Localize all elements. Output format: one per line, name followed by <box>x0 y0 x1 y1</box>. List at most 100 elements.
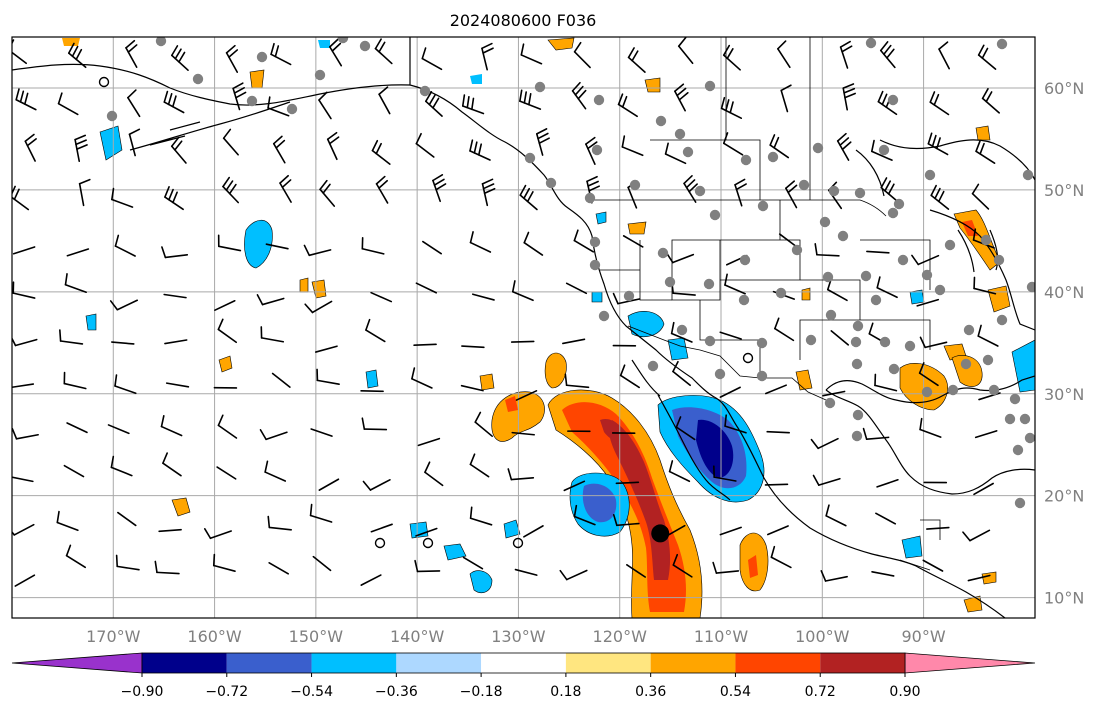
station-dot <box>657 247 669 259</box>
wind-barb <box>164 186 184 211</box>
map-frame <box>11 36 1036 619</box>
wind-barb <box>481 178 496 207</box>
wind-barb <box>720 96 743 120</box>
wind-barb <box>78 178 91 207</box>
wind-barb <box>309 503 333 523</box>
station-dot <box>887 207 899 219</box>
wind-barb <box>12 476 34 483</box>
wind-barb <box>63 371 87 390</box>
station-dot <box>963 324 975 336</box>
wind-barb <box>111 187 134 208</box>
wind-barb <box>371 139 391 165</box>
wind-barb <box>414 559 441 573</box>
colorbar-extend-high <box>904 652 1036 674</box>
station-dot <box>756 337 768 349</box>
wind-barb <box>675 416 696 441</box>
station-dot <box>791 244 803 256</box>
wind-barb <box>15 88 37 111</box>
wind-barb <box>170 136 187 164</box>
wind-barb <box>413 343 437 346</box>
wind-barb <box>929 91 950 116</box>
station-dot <box>798 179 810 191</box>
colorbar-segment <box>565 653 651 673</box>
colorbar-tick-label: −0.72 <box>205 684 248 700</box>
wind-barb <box>411 367 433 389</box>
station-dot <box>822 271 834 283</box>
wind-barb <box>222 176 240 204</box>
station-dot <box>694 185 706 197</box>
lat-tick-label: 10°N <box>1044 589 1084 608</box>
station-dot <box>709 209 721 221</box>
wind-barb <box>12 427 39 440</box>
wind-barb <box>973 482 994 496</box>
wind-barb <box>916 298 940 307</box>
station-dot <box>534 81 546 93</box>
wind-barb <box>565 282 588 295</box>
wind-barb <box>469 506 493 526</box>
wind-barb <box>217 318 238 344</box>
station-dot <box>337 37 349 44</box>
station-dot <box>359 40 371 52</box>
colorbar-tick-label: 0.54 <box>720 684 751 700</box>
wind-barb <box>362 478 391 491</box>
wind-barb <box>161 246 189 259</box>
colorbar-tick-label: −0.18 <box>460 684 503 700</box>
station-dot <box>944 239 956 251</box>
wind-barb <box>971 183 990 210</box>
wind-barb <box>370 291 393 303</box>
colorbar-segment <box>142 653 227 673</box>
wind-barb <box>12 281 36 299</box>
station-dot <box>852 320 864 332</box>
wind-barb <box>810 437 839 450</box>
colorbar-tick-label: −0.36 <box>375 684 418 700</box>
wind-barb <box>975 140 996 164</box>
station-dot <box>286 103 298 115</box>
station-dot <box>757 200 769 212</box>
wind-barb <box>724 414 747 434</box>
open-circle-marker <box>98 76 110 88</box>
wind-barb <box>265 243 289 250</box>
wind-barb <box>767 525 789 536</box>
wind-barb <box>12 185 30 211</box>
station-dot <box>996 38 1008 50</box>
colorbar-tick-label: 0.18 <box>550 684 581 700</box>
wind-barb <box>432 174 447 203</box>
wind-barb <box>128 128 141 157</box>
station-dot <box>851 358 863 370</box>
wind-barb <box>271 372 291 388</box>
wind-barb <box>312 555 332 572</box>
station-dot <box>545 177 557 189</box>
station-dot <box>739 254 751 266</box>
station-dot <box>879 336 891 348</box>
wind-barb <box>564 373 590 389</box>
shaded-field <box>62 37 1035 618</box>
wind-barb <box>114 374 137 395</box>
station-dot <box>155 37 167 47</box>
colorbar-segment <box>735 653 821 673</box>
wind-barb <box>12 383 35 389</box>
colorbar-outline <box>141 652 906 674</box>
open-circle-marker <box>422 537 434 549</box>
station-dot <box>1019 413 1031 425</box>
wind-barb <box>769 134 790 159</box>
wind-barb <box>573 504 596 526</box>
wind-barb <box>825 504 847 527</box>
lat-tick-label: 50°N <box>1044 181 1084 200</box>
wind-barb <box>267 515 292 531</box>
wind-barb <box>573 41 591 69</box>
station-dot <box>825 309 837 321</box>
wind-barb <box>212 553 236 572</box>
wind-barb <box>967 574 991 582</box>
wind-barb <box>774 317 795 342</box>
lon-tick-label: 160°W <box>187 627 242 646</box>
wind-barb <box>617 93 638 118</box>
wind-barb <box>162 452 182 477</box>
wind-barb <box>361 417 388 431</box>
wind-barb <box>836 132 852 161</box>
wind-barb <box>719 386 741 398</box>
station-dot <box>1009 393 1021 405</box>
wind-barb <box>871 571 895 577</box>
wind-barb <box>164 339 188 345</box>
station-dot <box>775 287 787 299</box>
